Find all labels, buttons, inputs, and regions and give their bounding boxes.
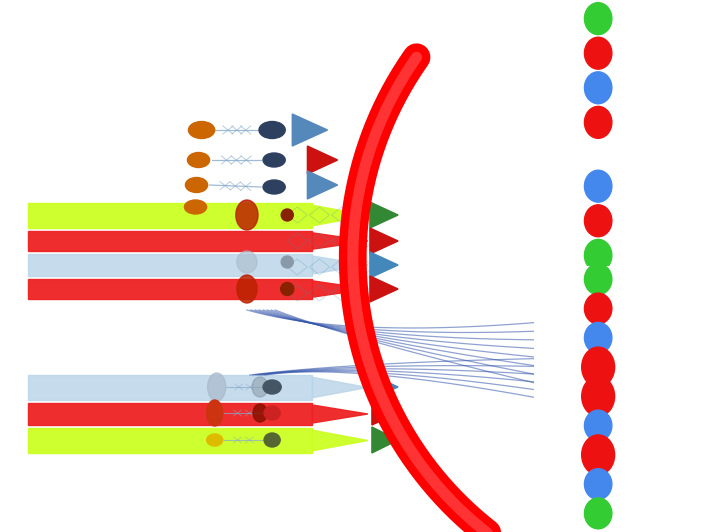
Polygon shape	[308, 171, 338, 199]
Ellipse shape	[264, 433, 280, 447]
Ellipse shape	[184, 200, 206, 214]
Polygon shape	[370, 228, 398, 254]
Text: B: B	[677, 506, 691, 526]
Polygon shape	[372, 401, 398, 425]
Ellipse shape	[189, 121, 214, 138]
Bar	[28, 279, 313, 299]
Ellipse shape	[584, 264, 612, 295]
Bar	[28, 254, 313, 276]
Ellipse shape	[187, 153, 209, 168]
Ellipse shape	[584, 205, 612, 237]
FancyArrow shape	[313, 377, 368, 398]
FancyArrow shape	[313, 233, 368, 249]
Ellipse shape	[584, 170, 612, 202]
Ellipse shape	[206, 400, 223, 426]
Ellipse shape	[253, 404, 267, 422]
Ellipse shape	[581, 347, 614, 387]
Ellipse shape	[237, 275, 257, 303]
Ellipse shape	[259, 121, 285, 138]
Ellipse shape	[584, 72, 612, 104]
Ellipse shape	[237, 251, 257, 273]
Ellipse shape	[584, 498, 612, 529]
FancyArrow shape	[313, 405, 368, 423]
Bar	[28, 403, 313, 425]
Ellipse shape	[263, 380, 281, 394]
Polygon shape	[372, 427, 398, 453]
Polygon shape	[293, 114, 328, 146]
Ellipse shape	[281, 209, 293, 221]
Ellipse shape	[584, 239, 612, 271]
Ellipse shape	[584, 106, 612, 138]
Polygon shape	[370, 202, 398, 228]
Ellipse shape	[584, 469, 612, 500]
Ellipse shape	[263, 153, 285, 167]
Ellipse shape	[584, 322, 612, 353]
Ellipse shape	[581, 377, 614, 416]
Ellipse shape	[581, 435, 614, 475]
FancyArrow shape	[313, 256, 368, 274]
Ellipse shape	[264, 406, 280, 420]
Bar	[28, 203, 313, 228]
Ellipse shape	[206, 434, 223, 446]
Ellipse shape	[281, 256, 293, 268]
Bar	[28, 231, 313, 251]
Polygon shape	[372, 375, 398, 399]
Ellipse shape	[584, 37, 612, 69]
FancyArrow shape	[313, 205, 368, 226]
Text: A: A	[677, 232, 692, 252]
Ellipse shape	[263, 180, 285, 194]
Ellipse shape	[584, 410, 612, 441]
Bar	[28, 428, 313, 453]
Ellipse shape	[280, 282, 294, 295]
Ellipse shape	[186, 178, 208, 193]
Polygon shape	[370, 252, 398, 278]
Ellipse shape	[584, 3, 612, 35]
Ellipse shape	[208, 373, 226, 401]
FancyArrow shape	[313, 281, 368, 297]
Bar	[28, 375, 313, 400]
Ellipse shape	[584, 293, 612, 324]
Polygon shape	[308, 146, 338, 174]
Polygon shape	[370, 276, 398, 302]
Ellipse shape	[236, 200, 258, 230]
FancyArrow shape	[313, 430, 368, 451]
Ellipse shape	[252, 377, 268, 397]
